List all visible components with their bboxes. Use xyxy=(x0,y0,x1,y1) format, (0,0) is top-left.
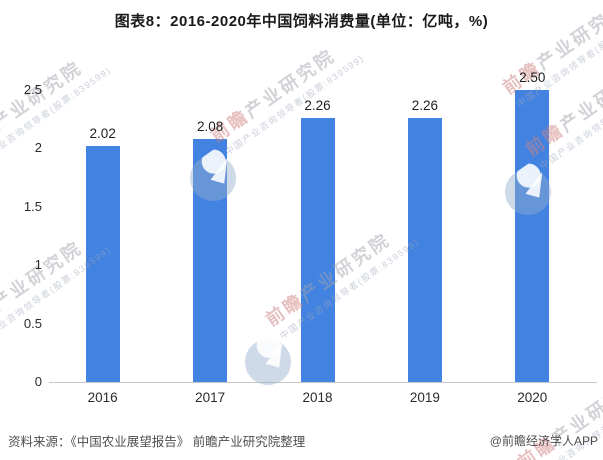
bar-2019 xyxy=(407,117,442,382)
bar-value-label: 2.26 xyxy=(411,97,439,113)
bar-2018 xyxy=(300,117,335,382)
y-axis-tick-label: 0 xyxy=(34,374,42,389)
chart-title: 图表8：2016-2020年中国饲料消费量(单位：亿吨，%) xyxy=(114,13,489,30)
x-axis-tick-label: 2017 xyxy=(195,390,226,405)
bar-2020 xyxy=(515,89,550,382)
x-axis-tick-label: 2016 xyxy=(87,390,118,405)
y-axis-tick-label: 0.5 xyxy=(23,315,42,331)
y-axis-tick-label: 2 xyxy=(34,140,42,155)
credit-note: @前瞻经济学人APP xyxy=(489,434,598,448)
bar-2017 xyxy=(193,138,228,382)
y-axis-tick-label: 1 xyxy=(34,257,42,272)
x-axis-line xyxy=(49,382,597,383)
bar-value-label: 2.08 xyxy=(196,118,224,134)
bar-value-label: 2.26 xyxy=(304,97,331,113)
x-axis-tick-label: 2018 xyxy=(302,390,333,405)
y-axis-tick-label: 1.5 xyxy=(23,198,42,214)
y-axis-tick-label: 2.5 xyxy=(23,81,42,97)
x-axis-tick-label: 2020 xyxy=(517,390,548,405)
bar-2016 xyxy=(85,145,120,382)
x-axis-tick-label: 2019 xyxy=(409,390,440,405)
bar-value-label: 2.02 xyxy=(89,125,116,141)
source-note: 资料来源：《中国农业展望报告》 前瞻产业研究院整理 xyxy=(8,435,306,449)
bar-value-label: 2.50 xyxy=(519,69,546,85)
